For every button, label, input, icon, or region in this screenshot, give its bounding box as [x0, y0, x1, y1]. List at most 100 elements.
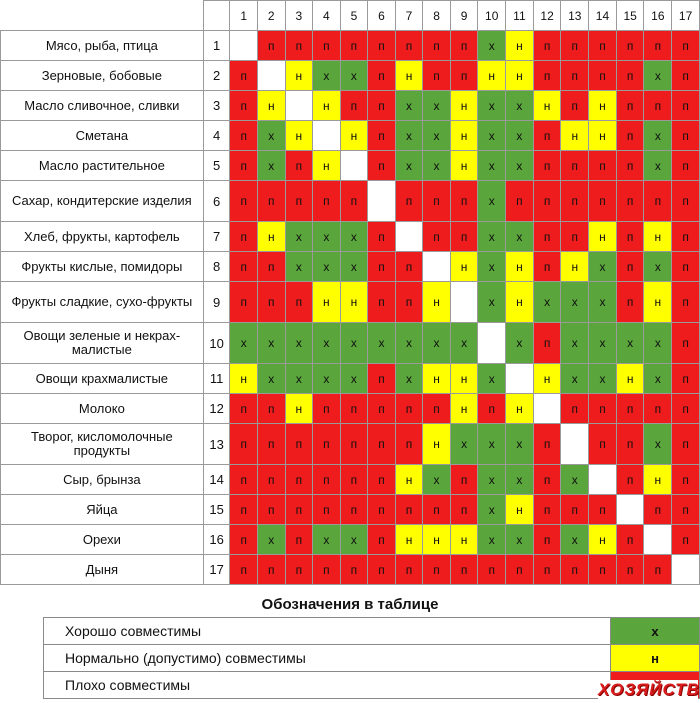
- compatibility-cell: п: [367, 90, 396, 121]
- legend-label: Хорошо совместимы: [43, 617, 611, 645]
- compatibility-cell: н: [643, 221, 673, 252]
- compatibility-cell: х: [477, 464, 507, 495]
- compatibility-cell: х: [394, 363, 424, 394]
- compatibility-cell: п: [560, 393, 590, 424]
- table-row: Фрукты кислые, помидоры 8 п п х х х п п н х н п н х п х п: [0, 251, 700, 282]
- legend-row: Хорошо совместимы х: [43, 617, 700, 645]
- compatibility-cell: п: [449, 554, 479, 585]
- compatibility-cell: п: [532, 464, 562, 495]
- compatibility-cell: н: [284, 120, 314, 151]
- compatibility-cell: х: [643, 150, 673, 181]
- compatibility-cell: п: [229, 554, 258, 585]
- compatibility-cell: н: [394, 464, 424, 495]
- food-name: Овощи крахмалистые: [0, 363, 204, 394]
- compatibility-cell: х: [643, 423, 673, 465]
- compatibility-cell: н: [560, 120, 590, 151]
- compatibility-cell: н: [339, 120, 369, 151]
- compatibility-cell: п: [284, 494, 314, 525]
- compatibility-cell: х: [284, 322, 314, 364]
- compatibility-cell: н: [588, 524, 617, 555]
- compatibility-cell: п: [560, 90, 590, 121]
- compatibility-cell: п: [615, 180, 645, 222]
- compatibility-cell: п: [615, 554, 645, 585]
- compatibility-cell: н: [505, 251, 534, 282]
- compatibility-cell: п: [532, 494, 562, 525]
- compatibility-cell: н: [422, 363, 451, 394]
- compatibility-cell: п: [229, 524, 258, 555]
- compatibility-cell: п: [422, 393, 451, 424]
- compatibility-cell: п: [588, 180, 617, 222]
- compatibility-cell: [339, 150, 369, 181]
- compatibility-cell: х: [505, 150, 534, 181]
- table-row: Сыр, брынза 14 п п п п п п н х п х х п х п н п: [0, 464, 700, 495]
- compatibility-cell: н: [257, 90, 286, 121]
- compatibility-cell: п: [560, 180, 590, 222]
- compatibility-cell: п: [367, 120, 396, 151]
- compatibility-cell: н: [394, 524, 424, 555]
- compatibility-cell: х: [367, 322, 396, 364]
- table-row: Овощи зеленые и некрах-малистые 10 х х х х х х х…: [0, 322, 700, 364]
- row-number: 13: [202, 423, 231, 465]
- compatibility-cell: п: [257, 393, 286, 424]
- compatibility-cell: п: [229, 150, 258, 181]
- compatibility-cell: п: [671, 150, 700, 181]
- compatibility-cell: п: [257, 251, 286, 282]
- food-name: Творог, кисломолочные продукты: [0, 423, 204, 465]
- compatibility-cell: п: [449, 221, 479, 252]
- compatibility-cell: х: [505, 423, 534, 465]
- compatibility-cell: н: [449, 363, 479, 394]
- compatibility-cell: х: [394, 90, 424, 121]
- compatibility-cell: п: [229, 120, 258, 151]
- row-number: 9: [202, 281, 231, 323]
- compatibility-cell: п: [312, 494, 341, 525]
- food-name: Яйца: [0, 494, 204, 525]
- compatibility-cell: п: [588, 494, 617, 525]
- compatibility-cell: н: [588, 221, 617, 252]
- compatibility-cell: п: [615, 393, 645, 424]
- compatibility-cell: п: [339, 554, 369, 585]
- compatibility-cell: х: [312, 251, 341, 282]
- compatibility-cell: н: [312, 90, 341, 121]
- compatibility-cell: п: [394, 30, 424, 61]
- compatibility-cell: п: [671, 251, 700, 282]
- compatibility-cell: х: [284, 251, 314, 282]
- compatibility-cell: п: [671, 221, 700, 252]
- compatibility-cell: п: [312, 423, 341, 465]
- compatibility-cell: п: [477, 554, 507, 585]
- compatibility-cell: п: [284, 180, 314, 222]
- compatibility-cell: н: [643, 464, 673, 495]
- compatibility-cell: п: [671, 180, 700, 222]
- compatibility-cell: х: [477, 524, 507, 555]
- compatibility-cell: х: [422, 120, 451, 151]
- compatibility-cell: п: [643, 30, 673, 61]
- compatibility-cell: п: [615, 120, 645, 151]
- column-number: 6: [367, 0, 396, 31]
- compatibility-cell: п: [394, 494, 424, 525]
- compatibility-cell: п: [422, 180, 451, 222]
- food-name: Молоко: [0, 393, 204, 424]
- compatibility-cell: п: [532, 221, 562, 252]
- compatibility-cell: [257, 60, 286, 91]
- compatibility-cell: х: [560, 363, 590, 394]
- compatibility-cell: х: [422, 90, 451, 121]
- compatibility-cell: н: [643, 281, 673, 323]
- compatibility-cell: [422, 251, 451, 282]
- compatibility-cell: п: [394, 554, 424, 585]
- compatibility-cell: п: [367, 393, 396, 424]
- compatibility-cell: х: [588, 281, 617, 323]
- compatibility-cell: [532, 393, 562, 424]
- row-number: 4: [202, 120, 231, 151]
- compatibility-cell: н: [449, 524, 479, 555]
- compatibility-cell: п: [229, 90, 258, 121]
- compatibility-cell: х: [312, 322, 341, 364]
- compatibility-cell: п: [257, 464, 286, 495]
- compatibility-cell: н: [505, 494, 534, 525]
- compatibility-cell: х: [505, 464, 534, 495]
- compatibility-cell: п: [671, 524, 700, 555]
- compatibility-cell: х: [643, 120, 673, 151]
- compatibility-cell: н: [312, 150, 341, 181]
- food-name: Мясо, рыба, птица: [0, 30, 204, 61]
- compatibility-cell: х: [422, 150, 451, 181]
- compatibility-cell: п: [671, 464, 700, 495]
- compatibility-cell: п: [560, 221, 590, 252]
